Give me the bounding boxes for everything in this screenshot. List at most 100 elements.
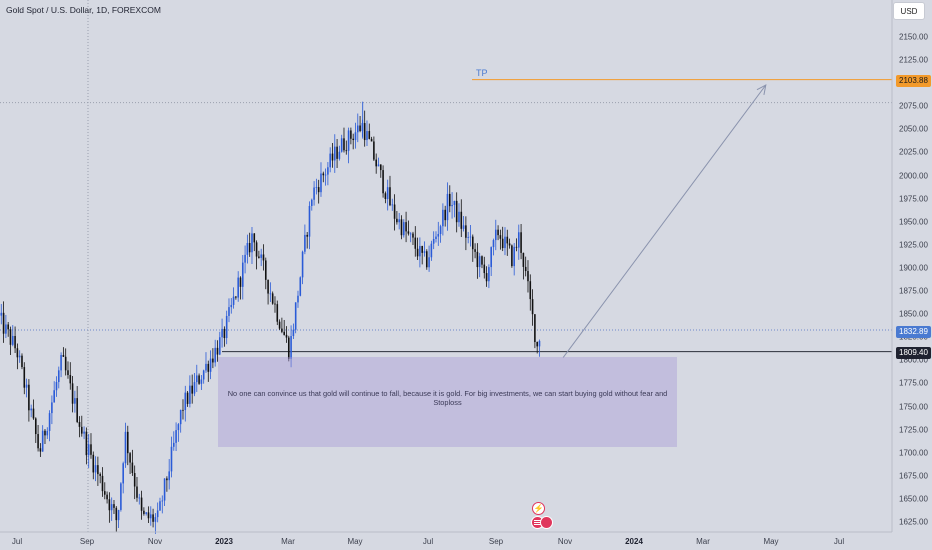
candle-body <box>366 131 368 141</box>
candle-body <box>94 465 97 473</box>
candle-body <box>170 446 173 472</box>
candle-body <box>465 225 467 238</box>
candle-body <box>439 226 442 234</box>
grid-lines <box>0 0 892 532</box>
candle-body <box>481 256 483 265</box>
candle-body <box>425 251 428 268</box>
candle-body <box>437 233 440 237</box>
candle-body <box>53 390 55 403</box>
candle-body <box>409 233 412 235</box>
candle-body <box>419 246 421 257</box>
candle-body <box>25 384 28 388</box>
candle-body <box>244 254 246 263</box>
candle-body <box>278 321 281 329</box>
candle-body <box>16 348 19 358</box>
candle-body <box>508 243 511 246</box>
candle-body <box>527 271 529 282</box>
candle-body <box>294 302 297 330</box>
candle-body <box>80 426 83 434</box>
candle-body <box>41 430 44 452</box>
note-box[interactable]: No one can convince us that gold will co… <box>218 357 677 447</box>
candle-body <box>506 236 509 244</box>
candle-body <box>246 243 249 255</box>
candle-body <box>18 355 21 358</box>
candle-body <box>85 431 88 456</box>
candle-body <box>520 232 522 253</box>
price-axis-label: 1975.00 <box>899 194 928 204</box>
candle-body <box>281 328 283 332</box>
time-axis-label: Jul <box>11 537 23 546</box>
candle-body <box>129 453 131 463</box>
candle-body <box>338 151 341 159</box>
symbol-title: Gold Spot / U.S. Dollar, 1D, FOREXCOM <box>6 5 161 15</box>
candle-body <box>30 408 32 411</box>
candle-body <box>113 504 115 508</box>
candle-body <box>308 205 311 237</box>
candle-body <box>5 324 7 334</box>
candle-body <box>64 356 67 371</box>
candle-body <box>39 448 42 452</box>
candle-body <box>499 235 502 239</box>
tp-label: TP <box>476 68 488 78</box>
flash-event-icon[interactable]: ⚡ <box>532 502 545 515</box>
candle-body <box>149 514 152 519</box>
candle-body <box>444 209 446 221</box>
candle-body <box>108 499 111 511</box>
candle-body <box>412 233 414 238</box>
candle-body <box>393 204 396 219</box>
candle-body <box>363 123 366 141</box>
candle-body <box>490 247 492 268</box>
candle-body <box>223 328 226 339</box>
candle-body <box>191 385 193 394</box>
candle-body <box>375 159 377 167</box>
candle-body <box>97 465 99 475</box>
candle-body <box>166 478 168 481</box>
tp-price-tag: 2103.88 <box>896 75 931 87</box>
candle-body <box>2 312 5 334</box>
note-text: No one can convince us that gold will co… <box>227 388 668 407</box>
time-axis-label: Jul <box>422 537 434 546</box>
candle-body <box>200 379 203 384</box>
candle-body <box>202 370 205 380</box>
candle-body <box>382 170 384 194</box>
price-axis-label: 1900.00 <box>899 263 928 273</box>
support-price-tag: 1809.40 <box>896 347 931 359</box>
price-axis-label: 2000.00 <box>899 171 928 181</box>
candle-body <box>292 329 295 337</box>
candle-body <box>414 237 417 249</box>
price-axis-label: 2125.00 <box>899 55 928 65</box>
candle-body <box>264 260 267 280</box>
candle-body <box>343 138 345 151</box>
candle-body <box>251 233 253 253</box>
candle-body <box>483 264 486 274</box>
currency-button[interactable]: USD <box>893 2 925 20</box>
candle-body <box>396 218 398 223</box>
candle-body <box>60 355 62 371</box>
candle-body <box>145 512 147 514</box>
candle-body <box>228 307 230 316</box>
candle-body <box>9 329 12 345</box>
candle-body <box>207 363 210 372</box>
price-axis-label: 1875.00 <box>899 286 928 296</box>
candle-body <box>467 237 469 238</box>
candle-body <box>451 204 453 207</box>
candle-body <box>154 517 157 522</box>
us-flag-event-icon-2[interactable] <box>540 516 553 529</box>
candle-body <box>21 355 23 368</box>
candle-body <box>398 219 400 223</box>
candle-body <box>230 304 233 308</box>
candle-body <box>379 164 382 171</box>
candle-body <box>221 328 223 338</box>
price-axis-label: 1775.00 <box>899 378 928 388</box>
candle-body <box>253 233 256 243</box>
time-axis-label: May <box>347 537 363 546</box>
candle-body <box>168 471 170 481</box>
candle-body <box>352 138 354 141</box>
candle-body <box>237 277 239 298</box>
candle-body <box>126 431 129 454</box>
candle-body <box>120 483 122 510</box>
candle-body <box>76 398 78 422</box>
candle-body <box>69 375 72 384</box>
candle-body <box>255 242 258 257</box>
